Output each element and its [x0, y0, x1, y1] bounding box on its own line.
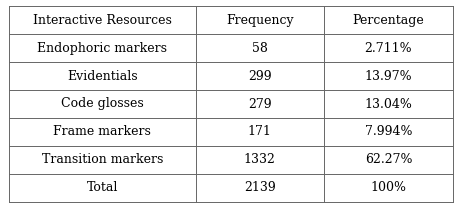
Text: 2139: 2139: [244, 181, 276, 194]
Text: 7.994%: 7.994%: [365, 125, 412, 139]
Text: Evidentials: Evidentials: [67, 69, 138, 83]
Text: Transition markers: Transition markers: [42, 153, 163, 166]
Text: Total: Total: [87, 181, 118, 194]
Text: 13.04%: 13.04%: [365, 98, 413, 110]
Text: 58: 58: [252, 42, 268, 55]
Text: 100%: 100%: [371, 181, 407, 194]
Text: Frequency: Frequency: [226, 14, 294, 27]
Text: Endophoric markers: Endophoric markers: [37, 42, 167, 55]
Text: 171: 171: [248, 125, 272, 139]
Text: Code glosses: Code glosses: [61, 98, 144, 110]
Text: 13.97%: 13.97%: [365, 69, 412, 83]
Text: 1332: 1332: [244, 153, 276, 166]
Text: 62.27%: 62.27%: [365, 153, 412, 166]
Text: 2.711%: 2.711%: [365, 42, 412, 55]
Text: 299: 299: [248, 69, 272, 83]
Text: Percentage: Percentage: [353, 14, 424, 27]
Text: Frame markers: Frame markers: [54, 125, 152, 139]
Text: 279: 279: [248, 98, 272, 110]
Text: Interactive Resources: Interactive Resources: [33, 14, 172, 27]
